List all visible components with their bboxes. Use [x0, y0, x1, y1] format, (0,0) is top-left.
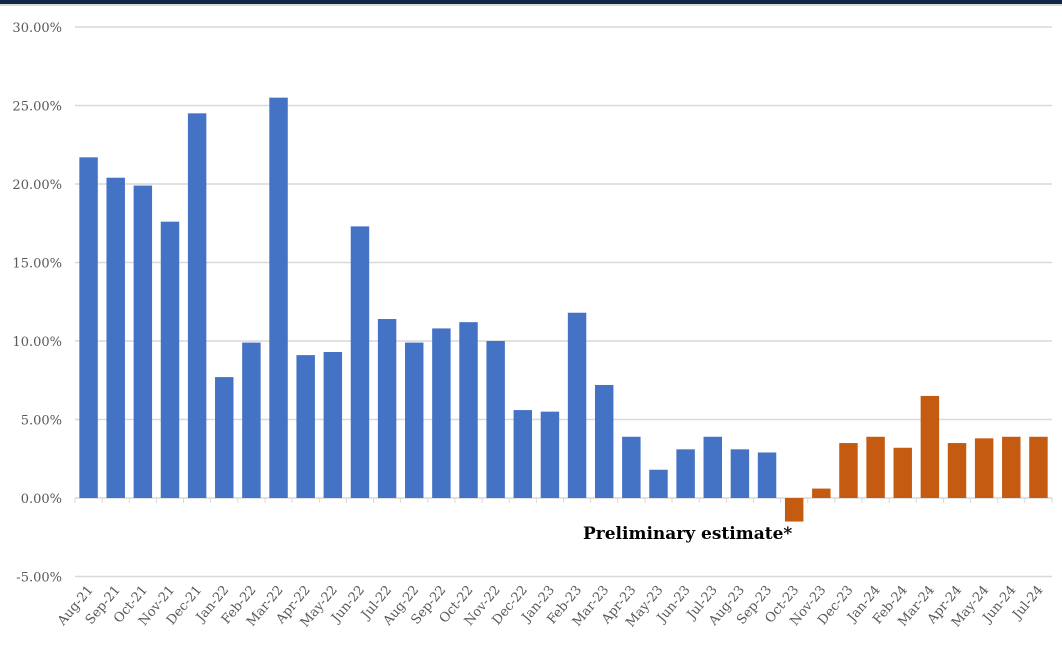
bar	[106, 177, 125, 498]
bar	[649, 469, 668, 498]
bar	[160, 221, 180, 498]
bar	[757, 452, 777, 498]
bar	[296, 355, 315, 498]
bar	[540, 411, 560, 498]
bar	[215, 377, 234, 498]
bar	[79, 157, 98, 498]
top-divider	[0, 4, 1062, 6]
y-tick-label: -5.00%	[16, 571, 62, 586]
bar	[269, 97, 288, 499]
bar	[622, 436, 641, 498]
y-tick-label: 20.00%	[12, 178, 62, 193]
top-border-bar	[0, 0, 1062, 4]
y-tick-label: 30.00%	[12, 21, 62, 36]
y-tick-label: 5.00%	[21, 414, 62, 429]
y-tick-label: 0.00%	[21, 492, 62, 507]
bar	[567, 312, 587, 498]
bar	[513, 410, 533, 498]
bar	[350, 226, 370, 498]
bar	[839, 443, 858, 498]
bar	[676, 449, 695, 498]
bar	[893, 447, 912, 498]
bar	[1002, 436, 1021, 498]
bar	[242, 342, 261, 498]
bar	[974, 438, 994, 498]
bar	[594, 384, 614, 498]
bar	[947, 443, 967, 498]
y-tick-label: 15.00%	[12, 257, 62, 272]
bar	[1029, 436, 1048, 498]
bar	[405, 342, 424, 498]
preliminary-annotation: Preliminary estimate*	[583, 524, 792, 544]
bar	[187, 113, 207, 498]
bar	[486, 341, 505, 498]
bar	[812, 488, 831, 498]
bar	[323, 351, 343, 498]
bar	[432, 328, 451, 498]
bar	[866, 436, 885, 498]
bar	[784, 498, 804, 522]
bar	[459, 322, 478, 498]
bar	[133, 185, 153, 498]
bar	[703, 436, 722, 498]
y-tick-label: 10.00%	[12, 335, 62, 350]
bar	[377, 319, 397, 498]
bar	[730, 449, 750, 498]
bar	[920, 395, 940, 498]
y-tick-label: 25.00%	[12, 100, 62, 115]
